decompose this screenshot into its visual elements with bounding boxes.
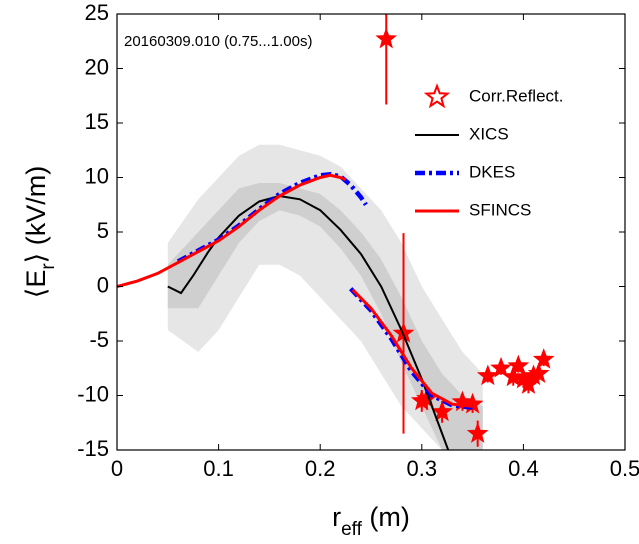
axes: 0 0.1 0.2 0.3 0.4 0.5 -15 -10 -5 0 5 10 15 20 25 Corr.R…	[77, 0, 639, 481]
x-axis-label: reff (m)	[332, 502, 410, 539]
y-tick-label: 10	[85, 163, 109, 188]
legend-label: DKES	[469, 162, 515, 181]
star-marker	[507, 354, 530, 376]
x-tick-label: 0	[111, 456, 123, 481]
x-tick-label: 0.3	[407, 456, 438, 481]
y-tick-label: -5	[89, 327, 109, 352]
y-tick-label: 25	[85, 0, 109, 25]
x-label-sub: eff	[341, 519, 363, 540]
star-marker	[375, 27, 398, 49]
legend-label: XICS	[469, 124, 509, 143]
star-marker	[527, 362, 550, 383]
star-marker	[532, 348, 555, 369]
y-tick-label: 0	[97, 272, 109, 297]
y-tick-label: 20	[85, 54, 109, 79]
y-axis-label: ⟨Er⟩ (kV/m)	[21, 166, 58, 298]
y-label-part: ⟨E	[21, 270, 51, 299]
y-tick-label: 15	[85, 109, 109, 134]
annotation: 20160309.010 (0.75...1.00s)	[124, 33, 312, 50]
star-marker	[490, 356, 512, 378]
legend-marker	[423, 83, 451, 109]
lines	[117, 14, 555, 450]
y-tick-label: -15	[77, 436, 109, 461]
y-tick-label: -10	[77, 381, 109, 406]
x-tick-label: 0.4	[508, 456, 539, 481]
y-tick-label: 5	[97, 218, 109, 243]
x-label-part: (m)	[362, 502, 410, 532]
star-marker	[431, 400, 453, 422]
y-label-sub: r	[38, 263, 59, 270]
legend-label: Corr.Reflect.	[469, 86, 563, 105]
x-tick-label: 0.2	[305, 456, 336, 481]
x-tick-label: 0.5	[610, 456, 639, 481]
y-label-part: ⟩ (kV/m)	[21, 166, 51, 264]
star-marker	[476, 364, 499, 386]
uncertainty-band	[167, 182, 483, 450]
x-label-part: r	[332, 502, 341, 532]
legend-label: SFINCS	[469, 200, 531, 219]
star-marker	[466, 422, 489, 443]
series-line	[117, 173, 473, 408]
star-marker	[461, 392, 484, 414]
x-tick-label: 0.1	[203, 456, 234, 481]
